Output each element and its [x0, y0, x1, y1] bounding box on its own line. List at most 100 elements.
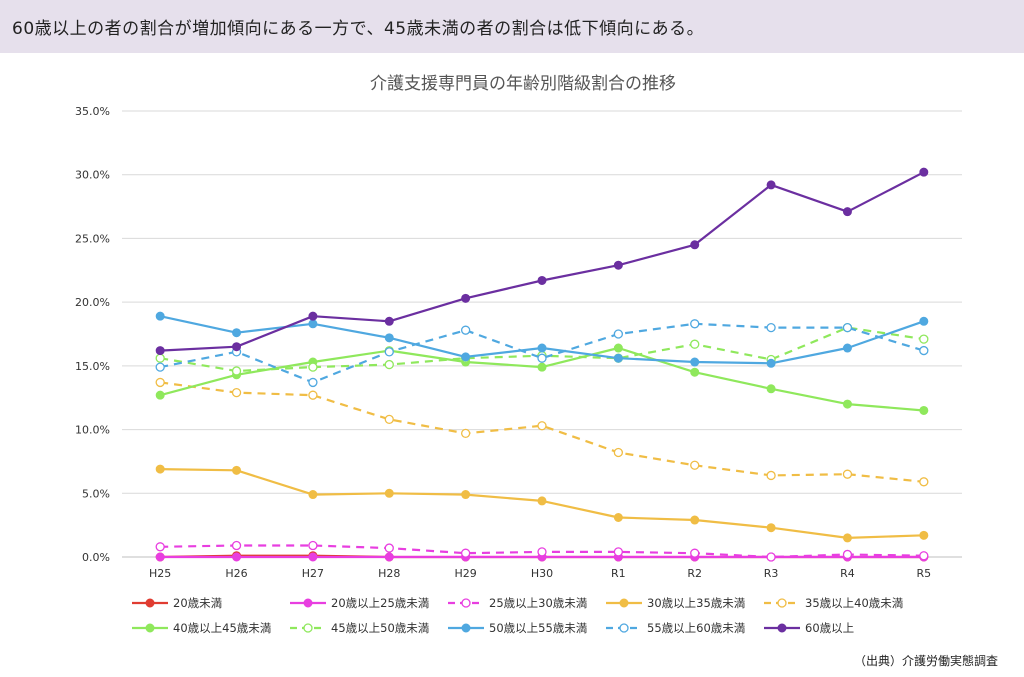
data-point — [232, 465, 242, 475]
x-tick-label: R4 — [840, 567, 855, 580]
data-point — [308, 390, 318, 400]
legend-swatch-marker — [461, 598, 471, 608]
legend-label: 25歳以上30歳未満 — [489, 596, 587, 610]
data-point — [232, 552, 242, 562]
legend-label: 45歳以上50歳未満 — [331, 621, 429, 635]
legend-label: 30歳以上35歳未満 — [647, 596, 745, 610]
source-note: （出典）介護労働実態調査 — [853, 654, 998, 668]
data-point — [537, 496, 547, 506]
data-point — [766, 552, 776, 562]
data-point — [919, 551, 929, 561]
data-point — [613, 547, 624, 557]
y-tick-label: 0.0% — [82, 551, 110, 564]
legend-label: 50歳以上55歳未満 — [489, 621, 587, 635]
legend-label: 40歳以上45歳未満 — [173, 621, 271, 635]
y-tick-label: 30.0% — [75, 169, 110, 182]
headline-banner: 60歳以上の者の割合が増加傾向にある一方で、45歳未満の者の割合は低下傾向にある… — [0, 0, 1024, 53]
data-point — [231, 387, 242, 398]
data-point — [766, 523, 776, 533]
data-point — [842, 533, 852, 543]
data-point — [690, 319, 700, 329]
data-point — [384, 347, 394, 357]
data-point — [384, 543, 394, 553]
x-tick-label: R2 — [687, 567, 702, 580]
y-tick-label: 15.0% — [75, 360, 110, 373]
data-point — [308, 377, 318, 388]
y-tick-label: 20.0% — [75, 296, 110, 309]
chart-title: 介護支援専門員の年齢別階級割合の推移 — [370, 74, 676, 94]
data-point — [613, 260, 623, 270]
data-point — [537, 362, 547, 372]
data-point — [766, 358, 776, 368]
legend-label: 55歳以上60歳未満 — [647, 621, 745, 635]
data-point — [461, 352, 471, 362]
legend-label: 20歳以上25歳未満 — [331, 596, 429, 610]
data-point — [232, 342, 242, 352]
series-line-8 — [159, 322, 925, 384]
data-point — [537, 353, 547, 363]
data-point — [460, 548, 471, 558]
data-point — [766, 322, 776, 333]
data-point — [231, 366, 242, 376]
data-point — [613, 353, 623, 363]
data-point — [155, 377, 165, 388]
data-point — [690, 240, 700, 250]
data-point — [460, 325, 471, 335]
x-tick-label: H28 — [378, 567, 400, 580]
data-point — [384, 359, 394, 370]
y-tick-label: 35.0% — [75, 105, 110, 118]
legend-swatch-marker — [461, 623, 471, 633]
legend-swatch-marker — [619, 598, 629, 608]
series-line-9 — [160, 171, 925, 352]
data-point — [537, 343, 547, 353]
data-point — [308, 540, 318, 551]
data-point — [308, 319, 318, 329]
data-point — [766, 384, 776, 394]
data-point — [842, 343, 852, 353]
legend-swatch-marker — [303, 623, 313, 633]
data-point — [155, 362, 165, 372]
data-point — [537, 275, 547, 285]
x-tick-label: H25 — [149, 567, 171, 580]
data-point — [919, 530, 929, 540]
series-line-4 — [160, 381, 924, 483]
data-point — [613, 343, 623, 353]
legend-swatch-marker — [145, 623, 155, 633]
data-point — [919, 345, 929, 356]
data-point — [690, 548, 700, 558]
data-point — [919, 316, 929, 326]
data-point — [460, 428, 471, 439]
data-point — [919, 334, 929, 344]
data-point — [155, 311, 165, 321]
data-point — [308, 362, 318, 372]
data-point — [919, 167, 929, 177]
x-tick-label: R5 — [916, 567, 931, 580]
data-point — [155, 464, 165, 474]
headline-text: 60歳以上の者の割合が増加傾向にある一方で、45歳未満の者の割合は低下傾向にある… — [12, 19, 705, 39]
legend-swatch-marker — [619, 623, 629, 633]
data-point — [461, 293, 471, 303]
data-point — [690, 357, 700, 367]
data-point — [842, 322, 853, 333]
y-tick-label: 10.0% — [75, 424, 110, 437]
data-point — [842, 549, 853, 560]
x-tick-label: H29 — [454, 567, 476, 580]
x-tick-label: H30 — [531, 567, 553, 580]
x-tick-label: R3 — [764, 567, 779, 580]
data-point — [384, 552, 394, 562]
data-point — [232, 328, 242, 338]
data-point — [690, 339, 700, 349]
data-point — [919, 477, 929, 487]
x-tick-label: H26 — [225, 567, 247, 580]
data-point — [155, 390, 165, 400]
legend-swatch-marker — [777, 623, 787, 633]
data-point — [384, 333, 394, 343]
legend-swatch-marker — [145, 598, 155, 608]
data-point — [537, 421, 547, 431]
x-tick-label: R1 — [611, 567, 626, 580]
data-point — [690, 515, 700, 525]
data-point — [308, 552, 318, 562]
data-point — [613, 329, 624, 339]
data-point — [155, 346, 165, 356]
legend-swatch-marker — [777, 598, 787, 608]
